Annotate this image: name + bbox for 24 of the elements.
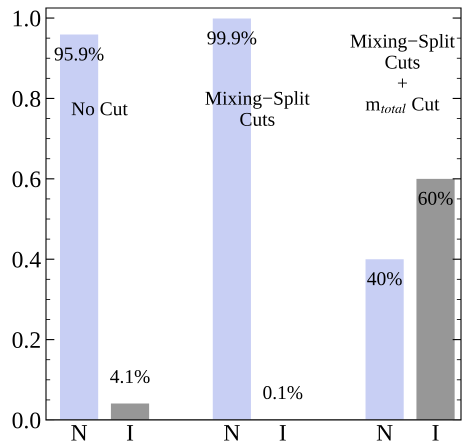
y-tick-label: 0.4 (12, 252, 41, 268)
x-tick-label: I (432, 425, 439, 441)
data-label: 4.1% (110, 370, 150, 384)
y-tick-label: 1.0 (14, 10, 40, 27)
x-tick-label: I (280, 425, 286, 441)
y-tick-label: 0.0 (12, 412, 40, 429)
x-tick-label: N (224, 425, 240, 441)
y-tick-label: 0.6 (12, 171, 40, 188)
bar (366, 259, 404, 420)
x-tick-label: N (71, 425, 88, 441)
annotation: No Cut (72, 102, 128, 116)
bar (110, 404, 150, 420)
data-label: 99.9% (207, 31, 256, 45)
y-tick-label: 0.2 (12, 332, 40, 348)
data-label: 0.1% (263, 386, 302, 400)
data-label: 95.9% (54, 47, 104, 61)
data-label: 40% (367, 272, 402, 286)
annotation: Mixing−Split Cuts (205, 91, 310, 126)
x-tick-label: N (376, 425, 393, 441)
x-tick-label: I (126, 425, 134, 441)
data-label: 60% (418, 192, 453, 205)
annotation: Mixing−Split Cuts + m$_{total}$ Cut (350, 34, 455, 114)
bar (416, 178, 455, 420)
y-tick-label: 0.8 (12, 90, 40, 107)
